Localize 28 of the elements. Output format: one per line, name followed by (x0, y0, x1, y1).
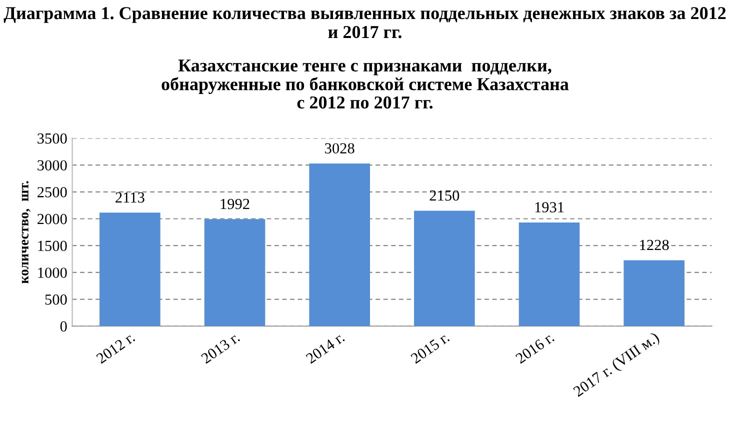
x-tick-label: 2016 г. (515, 332, 555, 364)
y-tick-label: 1000 (38, 268, 67, 278)
bar (100, 212, 160, 326)
chart-title: Диаграмма 1. Сравнение количества выявленных поддельных денежных знаков за 2012 и 2017 гг. (4, 7, 726, 38)
data-label: 1931 (535, 202, 564, 212)
data-label: 2113 (116, 192, 144, 203)
y-tick-label: 3000 (38, 160, 67, 171)
y-tick-label: 2000 (38, 214, 67, 224)
bar (204, 219, 266, 326)
y-tick-label: 0 (60, 321, 67, 332)
y-tick-label: 500 (45, 294, 67, 305)
bar (309, 164, 370, 326)
x-tick-label: 2015 г. (410, 332, 450, 364)
bar (414, 210, 475, 326)
x-tick-label: 2013 г. (200, 332, 240, 364)
data-label: 2150 (430, 190, 460, 201)
y-tick-label: 3500 (38, 133, 67, 144)
bar (624, 260, 684, 326)
chart-subtitle: Казахстанские тенге с признаками подделки, обнаруженные по банковской системе Казахстана с 2012 по 2017 гг. (162, 60, 569, 109)
bar (518, 222, 580, 326)
y-tick-label: 2500 (38, 187, 67, 198)
y-axis-title: количество, шт. (22, 181, 30, 284)
y-tick-label: 1500 (38, 240, 67, 252)
data-label: 3028 (325, 143, 354, 154)
x-tick-label: 2012 г. (96, 332, 136, 364)
x-tick-label: 2014 г. (305, 332, 345, 364)
data-label: 1228 (640, 240, 669, 250)
data-label: 1992 (220, 198, 250, 210)
